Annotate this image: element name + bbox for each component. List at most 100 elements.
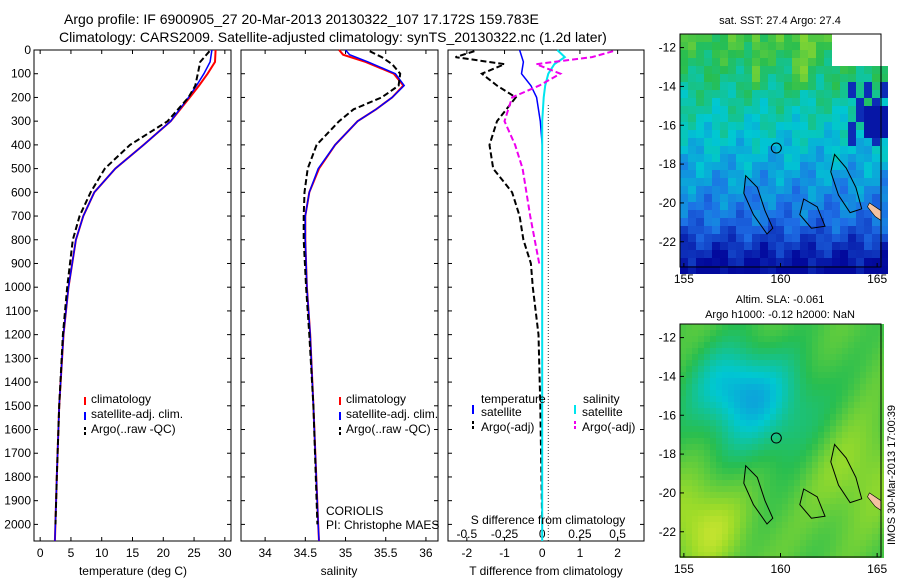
map-cell [782, 528, 788, 534]
map-cell [746, 540, 752, 546]
map-cell [800, 194, 808, 202]
map-cell [818, 492, 824, 498]
legend-satellite: satellite-adj. clim. [91, 407, 183, 421]
map-cell [696, 50, 704, 58]
map-cell [752, 498, 758, 504]
map-cell [806, 510, 812, 516]
map-cell [746, 468, 752, 474]
map-cell [710, 552, 716, 558]
map-cell [752, 360, 758, 366]
map-cell [830, 336, 836, 342]
map-cell [746, 528, 752, 534]
map-cell [696, 138, 704, 146]
map-cell [832, 138, 840, 146]
map-cell [816, 202, 824, 210]
map-cell [830, 504, 836, 510]
map-cell [800, 480, 806, 486]
map-cell [758, 372, 764, 378]
top-tick-label: -0.25 [491, 527, 519, 541]
map-cell [880, 138, 888, 146]
y-tick-label: -20 [659, 486, 677, 500]
map-cell [782, 390, 788, 396]
series-argo-raw-qc- [302, 50, 402, 525]
map-cell [720, 130, 728, 138]
map-cell [728, 178, 736, 186]
map-cell [788, 414, 794, 420]
map-cell [744, 114, 752, 122]
map-cell [688, 130, 696, 138]
map-cell [698, 372, 704, 378]
map-cell [752, 390, 758, 396]
map-cell [770, 468, 776, 474]
map-cell [794, 330, 800, 336]
map-cell [722, 336, 728, 342]
map-cell [836, 390, 842, 396]
map-cell [782, 384, 788, 390]
map-cell [864, 122, 872, 130]
map-cell [842, 456, 848, 462]
map-cell [800, 414, 806, 420]
map-cell [812, 342, 818, 348]
map-cell [722, 438, 728, 444]
map-cell [698, 354, 704, 360]
map-cell [848, 354, 854, 360]
map-cell [794, 444, 800, 450]
map-cell [716, 498, 722, 504]
map-cell [736, 114, 744, 122]
map-cell [704, 366, 710, 372]
map-cell [824, 348, 830, 354]
map-cell [734, 342, 740, 348]
map-cell [722, 378, 728, 384]
map-cell [776, 552, 782, 558]
map-cell [866, 342, 872, 348]
map-cell [788, 396, 794, 402]
map-cell [864, 178, 872, 186]
map-cell [744, 202, 752, 210]
map-cell [808, 234, 816, 242]
map-cell [712, 58, 720, 66]
map-cell [866, 546, 872, 552]
map-cell [848, 396, 854, 402]
map-cell [768, 130, 776, 138]
map-cell [800, 372, 806, 378]
map-cell [712, 146, 720, 154]
map-cell [816, 138, 824, 146]
map-cell [794, 504, 800, 510]
map-cell [872, 492, 878, 498]
map-cell [800, 360, 806, 366]
map-cell [698, 396, 704, 402]
map-cell [836, 516, 842, 522]
map-cell [710, 528, 716, 534]
map-cell [692, 492, 698, 498]
map-cell [740, 354, 746, 360]
map-cell [854, 402, 860, 408]
map-cell [872, 266, 880, 274]
map-cell [866, 354, 872, 360]
map-cell [784, 90, 792, 98]
map-cell [704, 234, 712, 242]
map-cell [740, 360, 746, 366]
map-cell [830, 516, 836, 522]
map-cell [764, 546, 770, 552]
map-cell [856, 250, 864, 258]
map-cell [680, 552, 686, 558]
map-cell [872, 106, 880, 114]
map-cell [830, 480, 836, 486]
map-cell [818, 384, 824, 390]
map-cell [698, 486, 704, 492]
map-cell [788, 510, 794, 516]
map-cell [698, 462, 704, 468]
y-tick-label: -18 [659, 447, 677, 461]
map-cell [830, 360, 836, 366]
map-cell [848, 226, 856, 234]
map-cell [854, 342, 860, 348]
map-cell [776, 34, 784, 42]
map-cell [770, 474, 776, 480]
map-cell [830, 396, 836, 402]
map-cell [746, 552, 752, 558]
map-cell [728, 258, 736, 266]
map-cell [812, 396, 818, 402]
map-cell [872, 486, 878, 492]
map-cell [808, 258, 816, 266]
map-cell [704, 456, 710, 462]
